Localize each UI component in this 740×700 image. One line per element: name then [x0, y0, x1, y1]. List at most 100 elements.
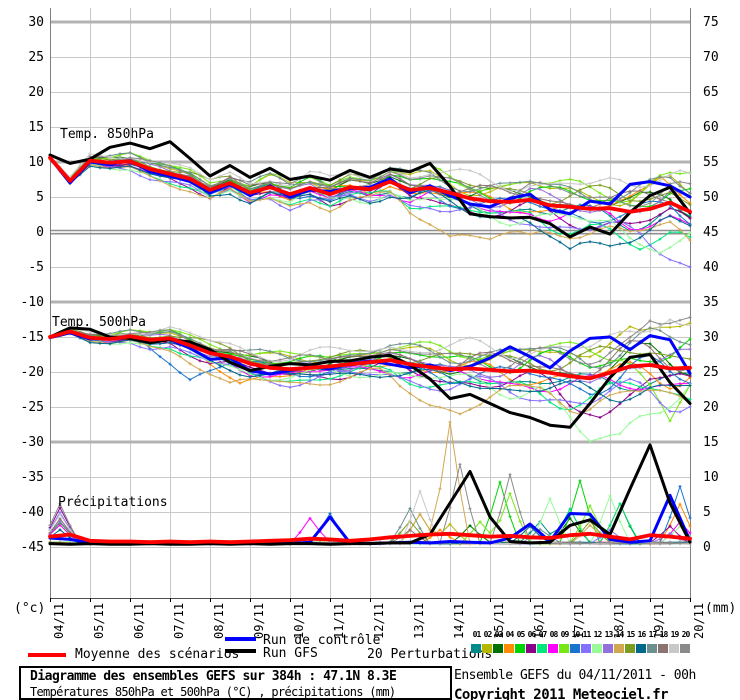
y-left-unit-label: (°c) [14, 601, 45, 616]
y-left-tick-label: -5 [28, 260, 44, 275]
y-left-tick-label: 20 [28, 85, 44, 100]
x-date-label: 16/11 [532, 603, 546, 639]
perturbation-18-color-box [658, 644, 668, 653]
legend-gfs-label: Run GFS [263, 646, 318, 661]
y-right-tick-label: 5 [703, 505, 711, 520]
perturbation-14-color-box [614, 644, 624, 653]
x-date-label: 20/11 [692, 603, 706, 639]
perturbation-18: 18 [658, 631, 669, 653]
footer-info-box: Diagramme des ensembles GEFS sur 384h : … [19, 666, 452, 700]
y-left-tick-label: -25 [21, 400, 44, 415]
perturbation-13: 13 [603, 631, 614, 653]
perturbation-13-color-box [603, 644, 613, 653]
perturbation-09-number: 09 [560, 630, 570, 639]
perturbation-10-color-box [570, 644, 580, 653]
y-left-tick-label: -30 [21, 435, 44, 450]
perturbation-14-number: 14 [615, 630, 625, 639]
y-right-tick-label: 75 [703, 15, 719, 30]
perturbation-02-color-box [482, 644, 492, 653]
perturbation-20-number: 20 [681, 630, 691, 639]
perturbation-16-number: 16 [637, 630, 647, 639]
perturbation-08-number: 08 [549, 630, 559, 639]
perturbation-05-color-box [515, 644, 525, 653]
perturbation-15-color-box [625, 644, 635, 653]
x-date-label: 11/11 [332, 603, 346, 639]
x-date-label: 06/11 [132, 603, 146, 639]
perturbation-17: 17 [647, 631, 658, 653]
perturbation-17-color-box [647, 644, 657, 653]
perturbation-04-color-box [504, 644, 514, 653]
y-right-tick-label: 0 [703, 540, 711, 555]
y-right-tick-label: 45 [703, 225, 719, 240]
perturbation-04: 04 [504, 631, 515, 653]
perturbation-16: 16 [636, 631, 647, 653]
perturbation-15: 15 [625, 631, 636, 653]
perturbation-01: 01 [471, 631, 482, 653]
y-right-tick-label: 60 [703, 120, 719, 135]
x-date-label: 15/11 [492, 603, 506, 639]
perturbation-03: 03 [493, 631, 504, 653]
perturbation-09: 09 [559, 631, 570, 653]
perturbation-12-color-box [592, 644, 602, 653]
y-right-tick-label: 25 [703, 365, 719, 380]
perturbation-09-color-box [559, 644, 569, 653]
perturbation-19-color-box [669, 644, 679, 653]
y-right-tick-label: 55 [703, 155, 719, 170]
perturbation-01-number: 01 [472, 630, 482, 639]
y-left-tick-label: -15 [21, 330, 44, 345]
legend-mean-label: Moyenne des scénarios [75, 647, 240, 662]
x-date-label: 19/11 [652, 603, 666, 639]
y-left-tick-label: 5 [36, 190, 44, 205]
perturbation-07-number: 07 [538, 630, 548, 639]
perturbation-04-number: 04 [505, 630, 515, 639]
x-date-label: 14/11 [452, 603, 466, 639]
perturbation-11-number: 11 [582, 630, 592, 639]
diagram-subtitle: Températures 850hPa et 500hPa (°C) , pré… [30, 685, 396, 699]
gfs-t500-line [48, 326, 692, 429]
x-date-label: 13/11 [412, 603, 426, 639]
y-left-tick-label: -10 [21, 295, 44, 310]
panel-label-t500: Temp. 500hPa [52, 315, 146, 330]
x-date-label: 09/11 [252, 603, 266, 639]
mean-precip-line [48, 531, 692, 545]
perturbation-02: 02 [482, 631, 493, 653]
perturbation-20-color-box [680, 644, 690, 653]
y-left-tick-label: 10 [28, 155, 44, 170]
control-t850-line [48, 156, 692, 216]
perturbation-06-color-box [526, 644, 536, 653]
perturbation-19-number: 19 [670, 630, 680, 639]
y-left-tick-label: 30 [28, 15, 44, 30]
x-date-label: 17/11 [572, 603, 586, 639]
perturbation-05: 05 [515, 631, 526, 653]
perturbation-01-color-box [471, 644, 481, 653]
mean-t500-line [48, 329, 692, 381]
panel-label-t850: Temp. 850hPa [60, 127, 154, 142]
x-date-label: 12/11 [372, 603, 386, 639]
perturbation-18-number: 18 [659, 630, 669, 639]
perturbation-16-color-box [636, 644, 646, 653]
perturbation-07-color-box [537, 644, 547, 653]
perturbation-19: 19 [669, 631, 680, 653]
perturbation-11: 11 [581, 631, 592, 653]
legend-control-swatch [225, 637, 256, 641]
perturbation-20: 20 [680, 631, 691, 653]
mean-t850-line [48, 155, 692, 214]
y-left-tick-label: 0 [36, 225, 44, 240]
panel-label-precip: Précipitations [58, 495, 168, 510]
perturbation-06-number: 06 [527, 630, 537, 639]
x-date-label: 05/11 [92, 603, 106, 639]
perturbation-05-number: 05 [516, 630, 526, 639]
y-left-tick-label: -20 [21, 365, 44, 380]
perturbation-15-number: 15 [626, 630, 636, 639]
perturbation-02-number: 02 [483, 630, 493, 639]
diagram-title: Diagramme des ensembles GEFS sur 384h : … [30, 669, 397, 684]
y-right-tick-label: 70 [703, 50, 719, 65]
x-date-label: 04/11 [52, 603, 66, 639]
perturbation-08-color-box [548, 644, 558, 653]
y-left-tick-label: -45 [21, 540, 44, 555]
footer-run-block: Ensemble GEFS du 04/11/2011 - 00h Copyri… [454, 668, 734, 700]
y-right-tick-label: 10 [703, 470, 719, 485]
copyright: Copyright 2011 Meteociel.fr [454, 687, 669, 700]
perturbation-13-number: 13 [604, 630, 614, 639]
